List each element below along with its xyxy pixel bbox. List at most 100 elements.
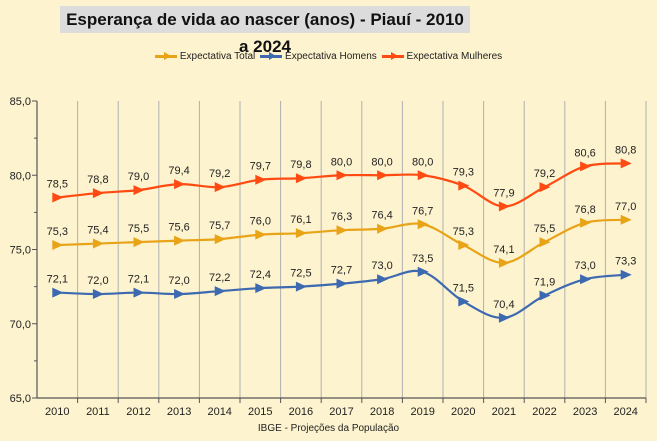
data-point <box>417 266 429 277</box>
data-point <box>498 201 510 212</box>
legend-item-total: Expectativa Total <box>154 51 256 62</box>
legend-item-mulheres: Expectativa Mulheres <box>381 51 503 62</box>
data-label: 75,5 <box>128 223 149 235</box>
data-label: 79,2 <box>534 168 555 180</box>
data-point <box>620 158 632 169</box>
data-point <box>417 219 429 230</box>
data-point <box>580 217 592 228</box>
data-label: 76,8 <box>574 204 595 216</box>
data-label: 76,1 <box>290 214 311 226</box>
x-tick-label: 2018 <box>370 406 394 418</box>
data-label: 75,5 <box>534 223 555 235</box>
x-tick-label: 2021 <box>492 406 516 418</box>
data-label: 72,2 <box>209 272 230 284</box>
data-point <box>580 274 592 285</box>
data-label: 71,5 <box>453 282 474 294</box>
x-tick-label: 2019 <box>410 406 434 418</box>
data-label: 72,4 <box>250 269 271 281</box>
data-label: 76,4 <box>371 210 392 222</box>
data-label: 79,3 <box>453 167 474 179</box>
data-label: 79,0 <box>128 171 149 183</box>
legend-swatch-mulheres <box>381 52 404 60</box>
data-label: 80,0 <box>371 156 392 168</box>
data-label: 77,0 <box>615 201 636 213</box>
data-label: 71,9 <box>534 277 555 289</box>
data-point <box>255 283 267 294</box>
data-label: 79,4 <box>168 165 189 177</box>
x-tick-label: 2012 <box>126 406 150 418</box>
x-tick-label: 2024 <box>613 406 637 418</box>
legend-label: Expectativa Total <box>179 51 256 62</box>
x-tick-label: 2015 <box>248 406 272 418</box>
data-label: 79,8 <box>290 159 311 171</box>
data-point <box>52 287 64 298</box>
data-label: 72,0 <box>168 275 189 287</box>
data-point <box>498 257 510 268</box>
data-label: 73,3 <box>615 256 636 268</box>
x-tick-label: 2013 <box>167 406 191 418</box>
data-point <box>539 182 551 193</box>
source-note: IBGE - Projeções da População <box>257 423 400 434</box>
data-point <box>295 281 307 292</box>
data-label: 75,7 <box>209 220 230 232</box>
data-label: 72,5 <box>290 268 311 280</box>
data-point <box>458 240 470 251</box>
y-tick-label: 85,0 <box>10 96 31 108</box>
legend-swatch-total <box>154 52 177 60</box>
data-label: 79,7 <box>250 161 271 173</box>
chart-title: Esperança de vida ao nascer (anos) - Pia… <box>60 6 470 56</box>
data-point <box>133 237 145 248</box>
data-point <box>377 223 389 234</box>
x-tick-label: 2017 <box>329 406 353 418</box>
legend-swatch-homens <box>260 52 283 60</box>
x-tick-label: 2014 <box>207 406 231 418</box>
data-point <box>539 290 551 301</box>
data-label: 72,0 <box>87 275 108 287</box>
data-label: 72,7 <box>331 265 352 277</box>
data-point <box>52 240 64 251</box>
data-point <box>295 173 307 184</box>
data-label: 75,4 <box>87 225 108 237</box>
data-point <box>620 214 632 225</box>
x-tick-label: 2022 <box>532 406 556 418</box>
data-point <box>255 174 267 185</box>
data-label: 72,1 <box>47 274 68 286</box>
data-point <box>377 170 389 181</box>
data-label: 78,5 <box>47 179 68 191</box>
data-point <box>92 238 104 249</box>
x-tick-label: 2016 <box>289 406 313 418</box>
legend: Expectativa Total Expectativa Homens Exp… <box>0 50 657 62</box>
data-point <box>214 234 226 245</box>
data-label: 70,4 <box>493 299 514 311</box>
data-label: 76,0 <box>250 216 271 228</box>
data-label: 80,0 <box>331 156 352 168</box>
y-tick-label: 80,0 <box>10 170 31 182</box>
data-point <box>174 235 186 246</box>
data-point <box>92 188 104 199</box>
data-point <box>620 269 632 280</box>
data-label: 80,8 <box>615 144 636 156</box>
data-label: 78,8 <box>87 174 108 186</box>
legend-item-homens: Expectativa Homens <box>260 51 377 62</box>
data-point <box>417 170 429 181</box>
data-label: 75,3 <box>453 226 474 238</box>
data-point <box>133 287 145 298</box>
data-label: 77,9 <box>493 187 514 199</box>
y-tick-label: 70,0 <box>10 319 31 331</box>
data-point <box>458 180 470 191</box>
data-point <box>336 225 348 236</box>
data-point <box>52 192 64 203</box>
data-label: 79,2 <box>209 168 230 180</box>
data-label: 80,0 <box>412 156 433 168</box>
legend-label: Expectativa Mulheres <box>406 51 503 62</box>
legend-label: Expectativa Homens <box>285 51 377 62</box>
data-label: 76,3 <box>331 211 352 223</box>
data-point <box>580 161 592 172</box>
x-tick-label: 2011 <box>86 406 110 418</box>
x-tick-label: 2020 <box>451 406 475 418</box>
data-point <box>133 185 145 196</box>
data-point <box>92 289 104 300</box>
data-point <box>255 229 267 240</box>
